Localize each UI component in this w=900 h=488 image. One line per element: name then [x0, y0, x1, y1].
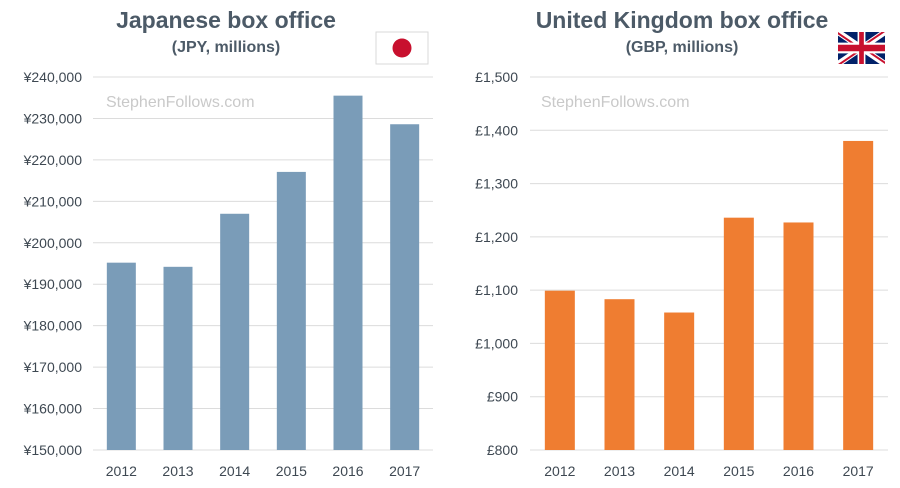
- y-tick-label: £1,100: [475, 282, 518, 298]
- x-tick-label: 2015: [723, 463, 754, 479]
- bar-2016: [783, 222, 814, 450]
- y-tick-label: ¥200,000: [23, 235, 83, 251]
- y-tick-label: £900: [487, 389, 518, 405]
- y-tick-label: ¥150,000: [23, 442, 83, 458]
- bar-2014: [664, 312, 695, 450]
- chart-subtitle: (JPY, millions): [172, 39, 280, 56]
- x-tick-label: 2016: [783, 463, 814, 479]
- japan-flag-icon: [375, 31, 429, 65]
- bar-2017: [390, 124, 420, 450]
- x-tick-label: 2014: [664, 463, 695, 479]
- y-tick-label: ¥210,000: [23, 193, 83, 209]
- bar-2013: [604, 299, 635, 450]
- y-tick-label: ¥230,000: [23, 110, 83, 126]
- bar-2017: [843, 140, 874, 450]
- bar-2015: [723, 217, 754, 450]
- y-tick-label: £1,200: [475, 229, 518, 245]
- uk-chart: United Kingdom box office (GBP, millions…: [475, 7, 888, 479]
- x-tick-label: 2013: [162, 463, 193, 479]
- japan-chart: Japanese box office (JPY, millions) Step…: [23, 7, 433, 479]
- watermark: StephenFollows.com: [541, 94, 690, 111]
- bar-2013: [163, 266, 193, 450]
- y-tick-label: £1,300: [475, 176, 518, 192]
- watermark: StephenFollows.com: [106, 94, 255, 111]
- y-tick-label: ¥160,000: [23, 401, 83, 417]
- x-tick-label: 2012: [544, 463, 575, 479]
- y-tick-label: ¥180,000: [23, 318, 83, 334]
- x-tick-label: 2017: [389, 463, 420, 479]
- chart-title: United Kingdom box office: [536, 7, 829, 33]
- chart-title: Japanese box office: [116, 7, 336, 33]
- bar-2014: [220, 213, 250, 450]
- y-tick-label: £1,500: [475, 69, 518, 85]
- bar-2015: [276, 171, 306, 450]
- x-tick-label: 2016: [332, 463, 363, 479]
- x-tick-label: 2014: [219, 463, 250, 479]
- uk-flag-icon: [838, 32, 885, 64]
- x-tick-label: 2012: [106, 463, 137, 479]
- y-tick-label: ¥170,000: [23, 359, 83, 375]
- y-tick-label: ¥190,000: [23, 276, 83, 292]
- y-tick-label: ¥240,000: [23, 69, 83, 85]
- y-tick-label: £1,400: [475, 122, 518, 138]
- x-tick-label: 2015: [276, 463, 307, 479]
- bar-2012: [544, 290, 575, 450]
- bar-2016: [333, 95, 363, 451]
- y-tick-label: £800: [487, 442, 518, 458]
- x-tick-label: 2013: [604, 463, 635, 479]
- chart-subtitle: (GBP, millions): [626, 39, 739, 56]
- bar-2012: [106, 262, 136, 450]
- x-tick-label: 2017: [843, 463, 874, 479]
- y-tick-label: ¥220,000: [23, 152, 83, 168]
- y-tick-label: £1,000: [475, 335, 518, 351]
